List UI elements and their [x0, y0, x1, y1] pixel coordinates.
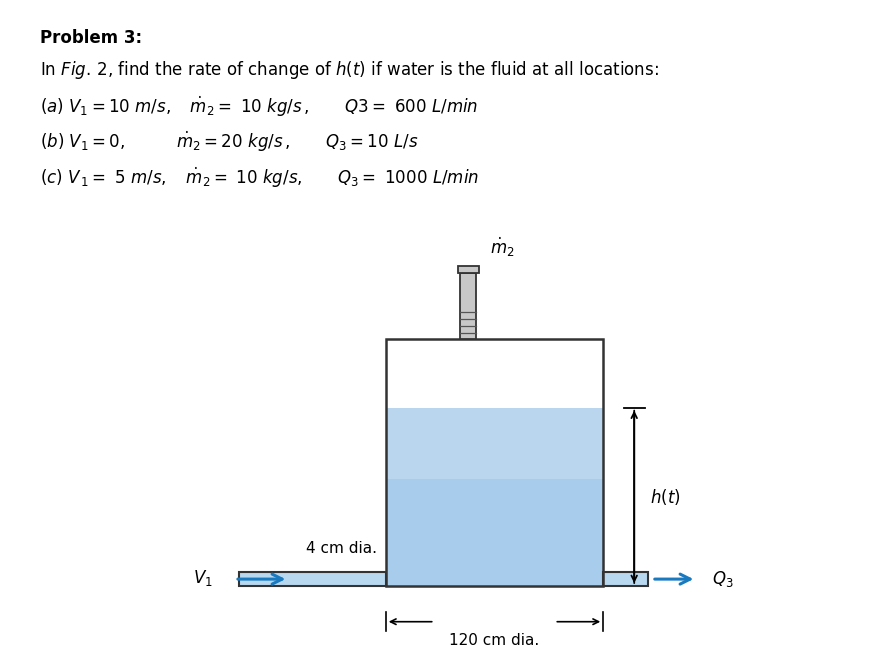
- Text: $(c)\ V_{\,1} =\ 5\ m/s,\quad \dot{m}_2 =\ 10\ kg/s,\qquad Q_3 =\ 1000\ L/min$: $(c)\ V_{\,1} =\ 5\ m/s,\quad \dot{m}_2 …: [40, 166, 478, 190]
- Text: 4 cm dia.: 4 cm dia.: [306, 541, 377, 556]
- Text: $V_1$: $V_1$: [193, 568, 213, 588]
- Text: Problem 3:: Problem 3:: [40, 29, 142, 48]
- Bar: [385, 408, 602, 586]
- Bar: [460, 273, 476, 339]
- Bar: [239, 572, 385, 586]
- Text: In $\mathit{Fig}.\,2$, find the rate of change of $h(t)$ if water is the fluid a: In $\mathit{Fig}.\,2$, find the rate of …: [40, 59, 658, 81]
- Text: $h(t)$: $h(t)$: [649, 487, 680, 507]
- Text: 120 cm dia.: 120 cm dia.: [449, 633, 539, 648]
- Bar: [385, 408, 602, 479]
- Bar: [385, 339, 602, 586]
- Bar: [457, 266, 478, 273]
- Text: $(b)\ V_1 = 0,\qquad\quad \dot{m}_2 = 20\ kg/s\,,\qquad Q_3 = 10\ L/s$: $(b)\ V_1 = 0,\qquad\quad \dot{m}_2 = 20…: [40, 130, 418, 154]
- Text: $(a)\ V_1 = 10\ m/s,\quad \dot{m}_2 =\ 10\ kg/s\,,\qquad Q3 =\ 600\ L/min$: $(a)\ V_1 = 10\ m/s,\quad \dot{m}_2 =\ 1…: [40, 94, 478, 118]
- Bar: [602, 572, 647, 586]
- Text: $\dot{m}_2$: $\dot{m}_2$: [489, 236, 514, 259]
- Text: $Q_3$: $Q_3$: [711, 569, 733, 589]
